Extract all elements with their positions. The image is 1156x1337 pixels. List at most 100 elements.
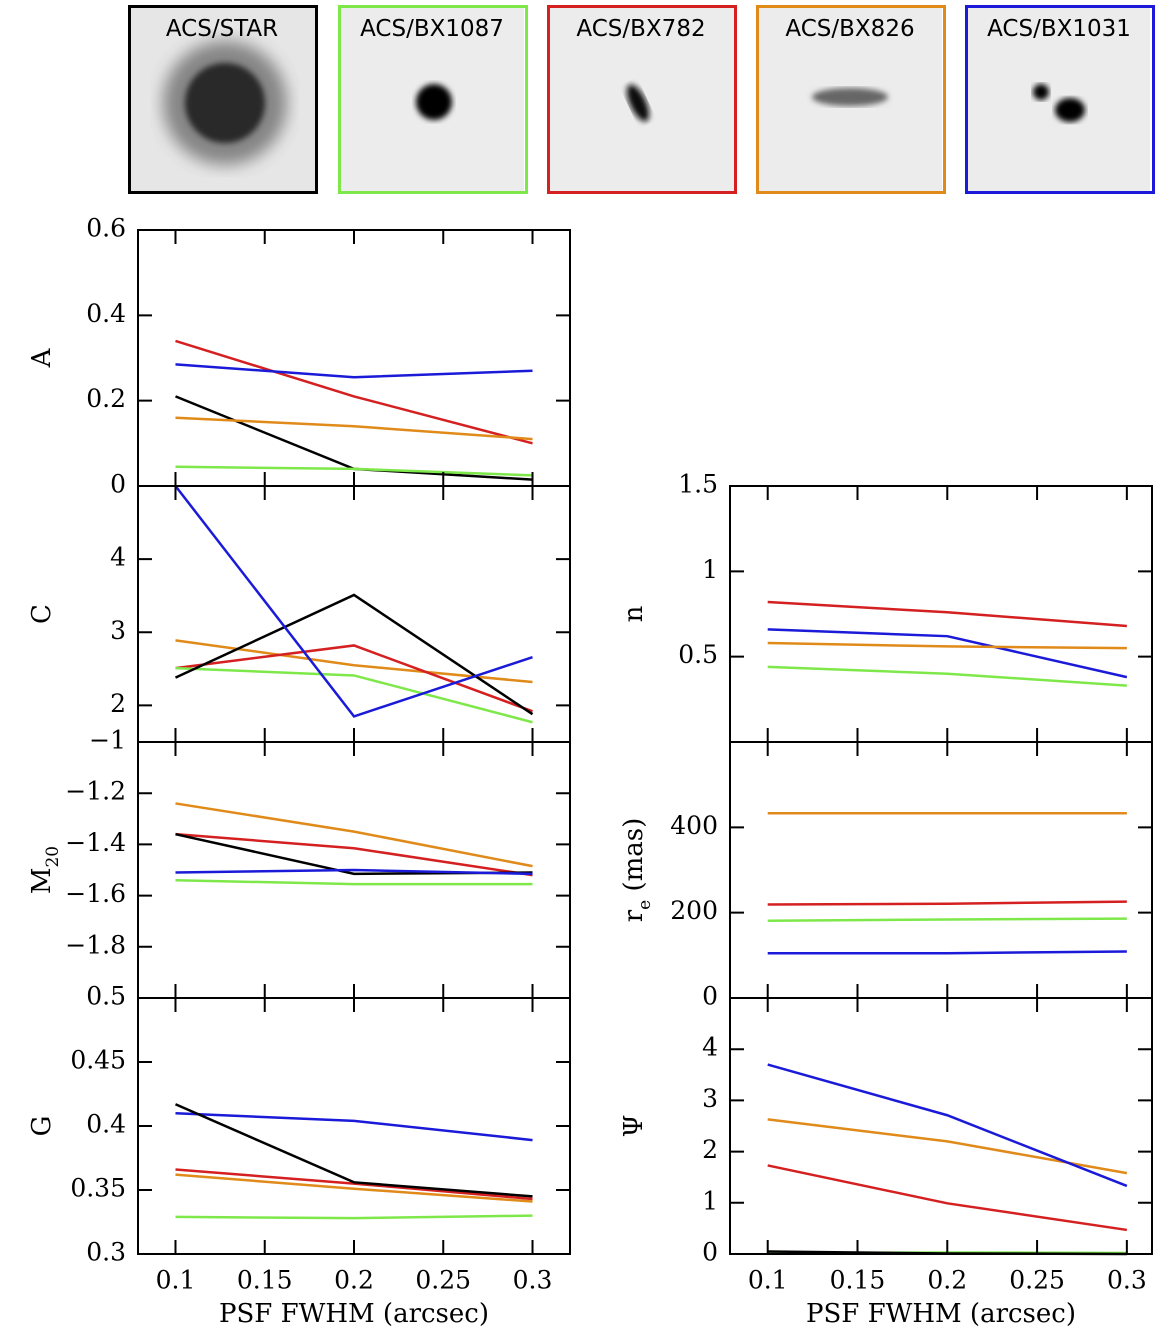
y-axis-label-part: C	[27, 604, 57, 624]
y-axis-label-part: (mas)	[619, 818, 649, 900]
x-tick-label: 0.2	[334, 1266, 374, 1295]
x-tick-label: 0.1	[156, 1266, 196, 1295]
y-tick-label: −1	[89, 726, 126, 755]
thumbnail-images	[130, 7, 1150, 191]
thumbnail-label: ACS/STAR	[166, 16, 278, 42]
series-line	[767, 628, 1128, 679]
y-tick-label: 1.5	[678, 470, 718, 499]
x-tick-label: 0.1	[748, 1266, 788, 1295]
y-tick-label: 0	[702, 1238, 718, 1267]
y-tick-label: 3	[702, 1084, 718, 1113]
series-line	[175, 1168, 533, 1201]
series-line	[174, 1103, 533, 1198]
thumbnail-label: ACS/BX1087	[360, 16, 504, 42]
y-tick-label: 0.45	[70, 1046, 126, 1075]
x-tick-label: 0.15	[237, 1266, 293, 1295]
x-tick-label: 0.25	[415, 1266, 471, 1295]
y-tick-label: −1.6	[65, 879, 126, 908]
y-tick-label: 0.2	[86, 384, 126, 413]
series-line	[175, 666, 533, 724]
series-line	[175, 832, 533, 877]
y-axis-label-part: e	[635, 900, 655, 910]
thumbnail-label: ACS/BX826	[785, 16, 914, 42]
y-tick-label: 0.3	[86, 1238, 126, 1267]
y-axis-label-part: A	[27, 347, 57, 368]
thumbnail-frame	[965, 5, 1155, 194]
y-tick-label: 0	[702, 982, 718, 1011]
y-tick-label: 0	[110, 470, 126, 499]
y-tick-label: −1.8	[65, 930, 126, 959]
y-tick-label: 200	[670, 896, 718, 925]
series-line	[175, 363, 533, 379]
plot-frame	[729, 485, 1153, 743]
series-line	[767, 665, 1127, 687]
y-axis-label-part: G	[27, 1116, 57, 1137]
y-tick-label: 0.5	[678, 640, 718, 669]
y-tick-label: 1	[702, 555, 718, 584]
series-line	[175, 465, 533, 477]
series-line	[767, 900, 1127, 906]
series-line	[175, 1111, 533, 1142]
y-tick-label: 1	[702, 1186, 718, 1215]
y-tick-label: 0.5	[86, 982, 126, 1011]
series-line	[175, 868, 533, 876]
y-tick-label: −1.2	[65, 777, 126, 806]
plot-frame	[729, 741, 1153, 999]
y-axis-label: M20	[27, 846, 63, 894]
x-tick-label: 0.25	[1009, 1266, 1065, 1295]
thumbnail-frame	[128, 5, 318, 194]
y-axis-label: C	[27, 604, 57, 624]
series-line	[175, 644, 533, 713]
x-tick-label: 0.3	[513, 1266, 553, 1295]
plot-frame	[137, 485, 571, 743]
y-tick-label: 400	[670, 811, 718, 840]
series-line	[175, 1173, 533, 1203]
series-line	[175, 802, 533, 868]
y-axis-label: G	[27, 1116, 57, 1137]
y-tick-label: −1.4	[65, 828, 126, 857]
series-line	[767, 1063, 1128, 1188]
y-tick-label: 0.35	[70, 1174, 126, 1203]
y-axis-label: A	[27, 347, 57, 368]
series-line	[175, 339, 533, 445]
series-line	[767, 1164, 1128, 1232]
y-axis-label-part: Ψ	[619, 1115, 649, 1138]
y-axis-label-part: n	[619, 605, 649, 622]
y-tick-label: 0.4	[86, 299, 126, 328]
x-tick-label: 0.2	[927, 1266, 967, 1295]
series-line	[175, 878, 533, 886]
series-line	[174, 593, 534, 716]
series-line	[767, 641, 1127, 650]
y-tick-label: 4	[110, 543, 126, 572]
series-line	[175, 1214, 533, 1220]
y-axis-label-part: 20	[43, 846, 63, 868]
y-tick-label: 2	[702, 1135, 718, 1164]
y-tick-label: 2	[110, 689, 126, 718]
y-axis-label-part: r	[619, 909, 649, 922]
y-axis-label: n	[619, 605, 649, 622]
y-tick-label: 0.6	[86, 214, 126, 243]
x-tick-label: 0.3	[1107, 1266, 1147, 1295]
y-axis-label: re (mas)	[619, 818, 655, 923]
series-line	[175, 416, 533, 441]
thumbnail-frame	[756, 5, 946, 194]
y-axis-label: Ψ	[619, 1115, 649, 1138]
y-tick-label: 3	[110, 616, 126, 645]
plot-frame	[729, 997, 1153, 1255]
x-axis-label: PSF FWHM (arcsec)	[806, 1299, 1076, 1329]
x-axis-label: PSF FWHM (arcsec)	[219, 1299, 489, 1329]
series-line	[767, 600, 1127, 628]
x-tick-label: 0.15	[830, 1266, 886, 1295]
thumbnail-frame	[338, 5, 528, 194]
y-tick-label: 0.4	[86, 1110, 126, 1139]
thumbnail-label: ACS/BX782	[576, 16, 705, 42]
series-line	[767, 950, 1127, 955]
series-line	[767, 917, 1127, 923]
series-line	[174, 485, 533, 718]
y-axis-label-part: M	[27, 868, 57, 895]
y-tick-label: 4	[702, 1033, 718, 1062]
thumbnail-frame	[547, 5, 737, 194]
thumbnail-label: ACS/BX1031	[987, 16, 1131, 42]
plot-frame	[137, 229, 571, 487]
